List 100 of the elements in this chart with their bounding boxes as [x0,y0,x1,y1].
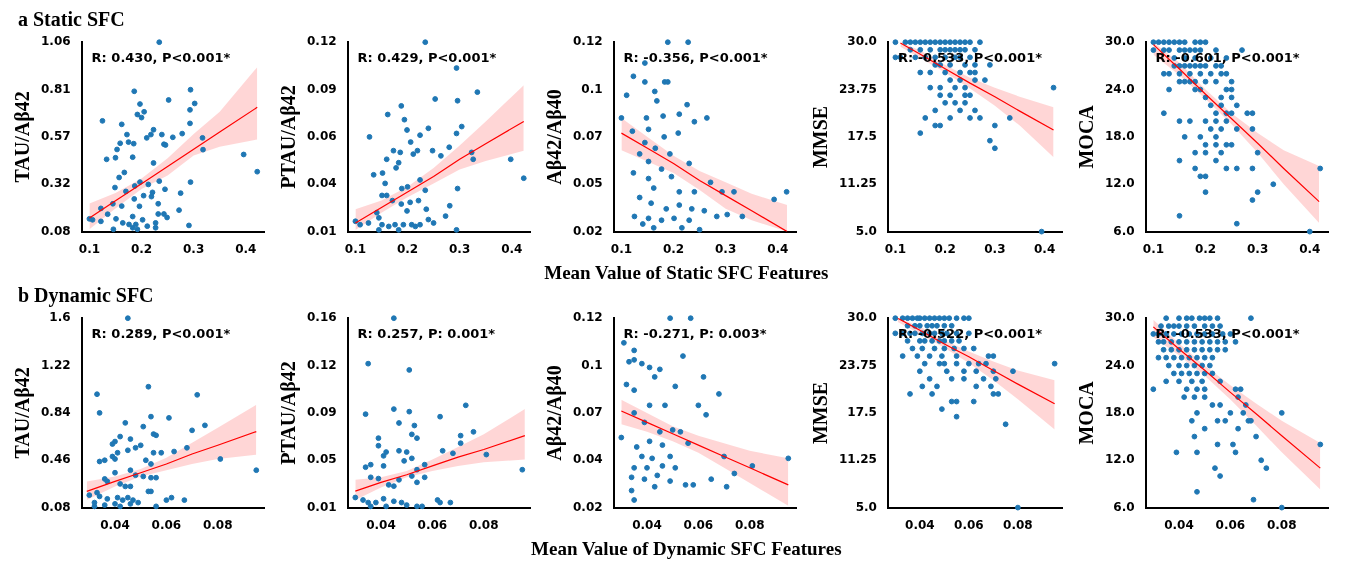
y-tick-label: 0.09 [307,81,337,96]
y-tick-label: 0.04 [307,176,337,191]
x-tick-label: 0.06 [1215,517,1246,532]
y-tick-label: 0.12 [573,310,603,325]
annotation: R: -0.601, P<0.001* [1155,50,1300,66]
x-tick-label: 0.04 [905,517,935,532]
y-tick-label: 24.0 [1105,357,1135,372]
y-tick-label: 17.5 [847,129,877,144]
y-tick-label: 24.0 [1105,81,1135,96]
y-tick-label: 0.12 [307,34,337,49]
x-tick-label: 0.4 [767,241,789,256]
y-tick-label: 6.0 [1113,499,1135,514]
annotation: R: 0.429, P<0.001* [357,50,497,66]
annotation: R: 0.289, P<0.001* [91,326,231,342]
y-tick-label: 0.01 [307,499,337,514]
x-tick-label: 0.4 [235,241,257,256]
x-axis-title: Mean Value of Static SFC Features [544,262,829,284]
y-axis-title: PTAU/Aβ42 [277,85,301,189]
y-tick-label: 0.05 [307,452,337,467]
y-tick-label: 0.01 [307,223,337,238]
x-tick-label: 0.06 [954,517,984,532]
y-tick-label: 30.0 [1105,34,1135,49]
x-tick-label: 0.06 [417,517,448,532]
y-tick-label: 0.32 [41,176,71,191]
x-tick-label: 0.2 [1194,241,1217,256]
y-tick-label: 0.05 [573,176,603,191]
y-tick-label: 0.46 [41,452,71,467]
y-tick-label: 5.0 [855,499,877,514]
y-tick-label: 1.06 [41,34,71,49]
y-tick-label: 0.84 [41,405,71,420]
y-tick-label: 30.0 [847,310,877,325]
y-tick-label: 12.0 [1105,176,1135,191]
y-axis-title: Aβ42/Aβ40 [543,89,567,185]
y-tick-label: 0.81 [41,81,71,96]
y-tick-label: 0.12 [307,357,337,372]
y-tick-label: 0.02 [573,223,603,238]
y-tick-label: 17.5 [847,405,877,420]
x-tick-label: 0.06 [683,517,714,532]
y-axis-title: MOCA [1075,104,1098,169]
x-tick-label: 0.2 [130,241,153,256]
x-tick-label: 0.04 [366,517,396,532]
y-axis-title: MOCA [1075,380,1098,445]
y-tick-label: 0.07 [573,129,603,144]
x-tick-label: 0.08 [202,517,233,532]
chart-title: b Dynamic SFC [18,284,154,306]
y-tick-label: 1.6 [49,310,71,325]
x-tick-label: 0.3 [449,241,471,256]
x-tick-label: 0.08 [468,517,499,532]
y-axis-title: Aβ42/Aβ40 [543,365,567,461]
x-tick-label: 0.3 [183,241,205,256]
y-tick-label: 30.0 [847,34,877,49]
x-tick-label: 0.1 [1142,241,1165,256]
x-axis-title: Mean Value of Dynamic SFC Features [531,538,842,560]
y-tick-label: 18.0 [1105,129,1135,144]
x-tick-label: 0.1 [884,241,907,256]
y-tick-label: 0.02 [573,499,603,514]
y-tick-label: 0.12 [573,34,603,49]
x-tick-label: 0.2 [396,241,419,256]
x-tick-label: 0.4 [501,241,523,256]
x-tick-label: 0.06 [151,517,182,532]
y-tick-label: 0.08 [41,223,71,238]
x-tick-label: 0.04 [100,517,130,532]
chart-title: a Static SFC [18,8,125,30]
y-tick-label: 0.09 [307,405,337,420]
y-tick-label: 0.08 [41,499,71,514]
y-axis-title: PTAU/Aβ42 [277,361,301,465]
y-tick-label: 0.1 [581,81,603,96]
y-tick-label: 30.0 [1105,310,1135,325]
y-tick-label: 18.0 [1105,405,1135,420]
y-axis-title: TAU/Aβ42 [11,367,35,459]
y-tick-label: 0.1 [581,357,603,372]
y-axis-title: TAU/Aβ42 [11,91,35,183]
annotation: R: -0.271, P: 0.003* [623,326,767,342]
y-tick-label: 0.06 [307,129,337,144]
x-tick-label: 0.08 [1003,517,1033,532]
y-tick-label: 0.04 [573,452,603,467]
annotation: R: 0.257, P: 0.001* [357,326,496,342]
x-tick-label: 0.2 [662,241,685,256]
x-tick-label: 0.3 [1247,241,1269,256]
y-axis-title: MMSE [809,381,832,445]
y-tick-label: 11.25 [838,176,877,191]
y-axis-title: MMSE [809,105,832,169]
x-tick-label: 0.1 [344,241,367,256]
x-tick-label: 0.2 [934,241,956,256]
y-tick-label: 0.07 [573,405,603,420]
x-tick-label: 0.3 [715,241,737,256]
x-tick-label: 0.1 [610,241,633,256]
x-tick-label: 0.08 [734,517,765,532]
x-tick-label: 0.08 [1266,517,1297,532]
annotation: R: 0.430, P<0.001* [91,50,231,66]
y-tick-label: 6.0 [1113,223,1135,238]
x-tick-label: 0.3 [984,241,1006,256]
y-tick-label: 11.25 [838,452,877,467]
y-tick-label: 23.75 [838,81,877,96]
y-tick-label: 5.0 [855,223,877,238]
y-tick-label: 23.75 [838,357,877,372]
y-tick-label: 12.0 [1105,452,1135,467]
x-tick-label: 0.04 [1164,517,1194,532]
x-tick-label: 0.4 [1033,241,1056,256]
y-tick-label: 0.16 [307,310,337,325]
